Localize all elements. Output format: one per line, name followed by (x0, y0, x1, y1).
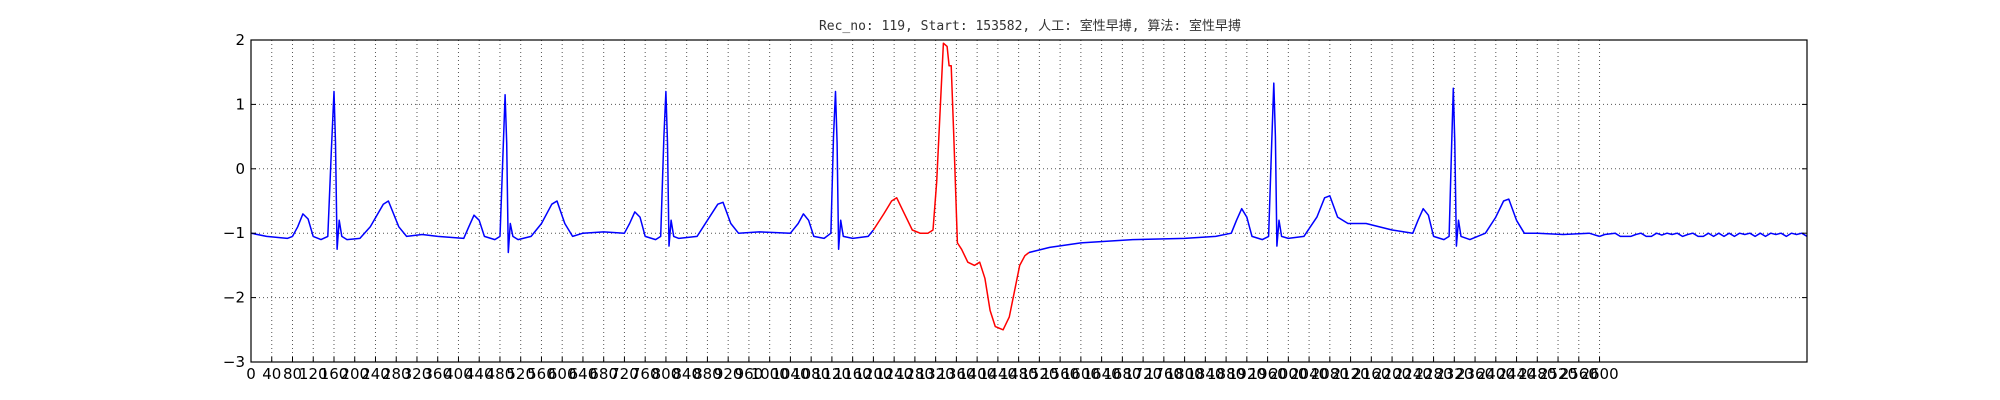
x-tick-label: 1880 (1207, 365, 1245, 383)
x-tick-label: 2480 (1518, 365, 1556, 383)
y-tick-label: 0 (235, 160, 245, 178)
x-tick-label: 1840 (1186, 365, 1224, 383)
x-tick-label: 2000 (1269, 365, 1307, 383)
x-tick-label: 680 (589, 365, 618, 383)
x-tick-label: 1720 (1124, 365, 1162, 383)
x-tick-label: 80 (283, 365, 302, 383)
y-tick-label: −3 (223, 353, 245, 371)
ticks-layer: 0 40 8012016020024028032036040044048052056… (223, 31, 1807, 383)
x-tick-label: 240 (361, 365, 390, 383)
x-tick-label: 2160 (1352, 365, 1390, 383)
x-tick-label: 1280 (896, 365, 934, 383)
x-tick-label: 1080 (792, 365, 830, 383)
x-tick-label: 1440 (979, 365, 1017, 383)
x-tick-label: 160 (320, 365, 349, 383)
x-tick-label: 0 (246, 365, 256, 383)
x-tick-label: 200 (340, 365, 369, 383)
x-tick-label: 2560 (1560, 365, 1598, 383)
x-tick-label: 600 (548, 365, 577, 383)
x-tick-label: 2440 (1497, 365, 1535, 383)
x-tick-label: 960 (735, 365, 764, 383)
x-tick-label: 880 (693, 365, 722, 383)
x-tick-label: 1400 (958, 365, 996, 383)
x-tick-label: 2400 (1477, 365, 1515, 383)
x-tick-label: 120 (299, 365, 328, 383)
x-tick-label: 560 (527, 365, 556, 383)
x-tick-label: 2520 (1539, 365, 1577, 383)
x-tick-label: 1920 (1228, 365, 1266, 383)
y-tick-label: 2 (235, 31, 245, 49)
x-tick-label: 2120 (1331, 365, 1369, 383)
y-tick-label: −1 (223, 224, 245, 242)
x-tick-label: 2320 (1435, 365, 1473, 383)
x-tick-label: 360 (423, 365, 452, 383)
x-tick-label: 1960 (1248, 365, 1286, 383)
x-tick-label: 480 (486, 365, 515, 383)
x-tick-label: 1800 (1166, 365, 1204, 383)
x-tick-label: 760 (631, 365, 660, 383)
y-tick-label: −2 (223, 289, 245, 307)
x-tick-label: 1160 (834, 365, 872, 383)
x-tick-label: 2080 (1311, 365, 1349, 383)
plot-frame (250, 39, 1808, 363)
x-tick-label: 1040 (771, 365, 809, 383)
series-line-1 (872, 42, 1030, 331)
x-tick-label: 1240 (875, 365, 913, 383)
y-tick-label: 1 (235, 95, 245, 113)
x-tick-label: 1520 (1020, 365, 1058, 383)
x-tick-label: 2280 (1414, 365, 1452, 383)
series-line-2 (1028, 82, 1808, 254)
x-tick-label: 1120 (813, 365, 851, 383)
series-line-0 (250, 90, 874, 254)
x-tick-label: 400 (444, 365, 473, 383)
x-tick-label: 920 (714, 365, 743, 383)
x-tick-label: 1560 (1041, 365, 1079, 383)
chart-title: Rec_no: 119, Start: 153582, 人工: 室性早搏, 算法… (819, 18, 1241, 34)
x-tick-label: 720 (610, 365, 639, 383)
series-layer (250, 42, 1808, 331)
x-tick-label: 1000 (751, 365, 789, 383)
x-tick-label: 1200 (854, 365, 892, 383)
x-tick-label: 1360 (937, 365, 975, 383)
x-tick-label: 40 (262, 365, 281, 383)
x-tick-label: 2240 (1394, 365, 1432, 383)
x-tick-label: 2200 (1373, 365, 1411, 383)
x-tick-label: 640 (569, 365, 598, 383)
x-tick-label: 2360 (1456, 365, 1494, 383)
x-tick-label: 2600 (1580, 365, 1618, 383)
x-tick-label: 1680 (1103, 365, 1141, 383)
x-tick-label: 1760 (1145, 365, 1183, 383)
x-tick-label: 800 (652, 365, 681, 383)
x-tick-label: 280 (382, 365, 411, 383)
x-tick-label: 1480 (1000, 365, 1038, 383)
x-tick-label: 840 (672, 365, 701, 383)
x-tick-label: 1640 (1083, 365, 1121, 383)
x-tick-label: 2040 (1290, 365, 1328, 383)
x-tick-label: 1320 (917, 365, 955, 383)
x-tick-label: 320 (403, 365, 432, 383)
x-tick-label: 520 (506, 365, 535, 383)
x-tick-label: 440 (465, 365, 494, 383)
grid-layer (250, 39, 1807, 363)
x-tick-label: 1600 (1062, 365, 1100, 383)
